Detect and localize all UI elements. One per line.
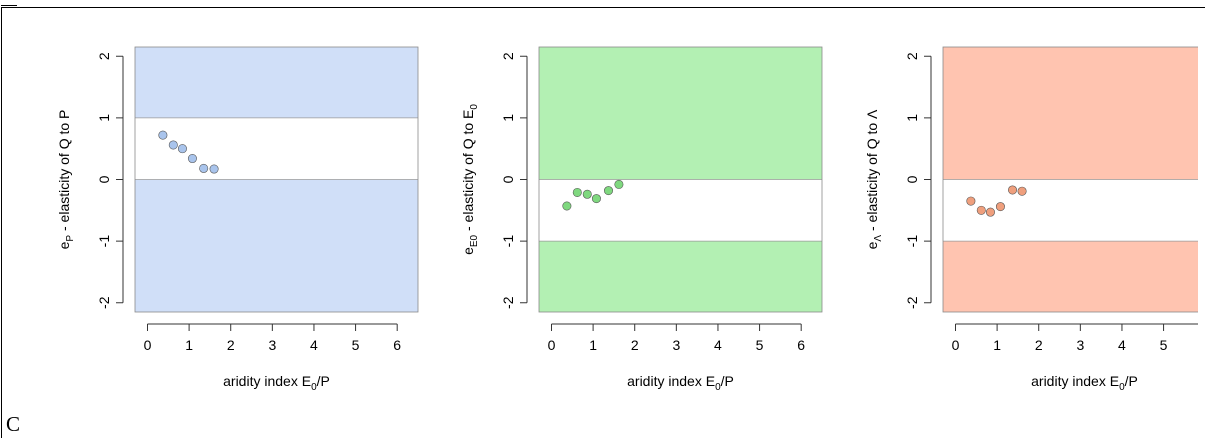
x-tick-label: 0 [548, 337, 556, 353]
y-axis: -2 -1 0 1 2 eE0 - elasticity of Q to E0 [460, 52, 528, 309]
x-tick-label: 1 [589, 337, 597, 353]
plot-border [538, 46, 823, 313]
chart-panel-3: 0 1 2 3 4 5 6 aridity index E0/P -2 -1 0 1 2 eΛ - ela… [864, 46, 1206, 393]
data-point [614, 179, 624, 189]
plot-border [134, 46, 419, 313]
panel-label: C [6, 412, 21, 436]
y-tick-label: -2 [500, 296, 516, 309]
data-point [209, 164, 219, 174]
x-axis-title: aridity index E0/P [223, 373, 330, 393]
y-tick-label: 0 [500, 175, 516, 183]
x-tick-label: 4 [1118, 337, 1126, 353]
data-point [1008, 185, 1018, 195]
plot-border [942, 46, 1198, 313]
x-tick-label: 5 [352, 337, 360, 353]
y-axis-title: eE0 - elasticity of Q to E0 [460, 104, 480, 255]
data-point [199, 163, 209, 173]
data-point [168, 140, 178, 150]
x-tick-label: 2 [631, 337, 639, 353]
y-axis: -2 -1 0 1 2 eΛ - elasticity of Q to Λ [864, 52, 932, 309]
y-tick-label: 2 [96, 52, 112, 60]
data-point [1017, 186, 1027, 196]
y-tick-label: 1 [96, 114, 112, 122]
white-band [539, 179, 822, 242]
data-point [604, 186, 614, 196]
data-points [966, 185, 1027, 217]
y-tick-label: 1 [500, 114, 516, 122]
y-tick-label: -1 [904, 235, 920, 248]
y-tick-label: 0 [96, 175, 112, 183]
white-band [135, 117, 418, 180]
y-tick-label: -2 [904, 296, 920, 309]
data-point [158, 130, 168, 140]
data-point [976, 205, 986, 215]
x-tick-label: 6 [797, 337, 805, 353]
data-point [187, 154, 197, 164]
data-points [562, 179, 624, 211]
y-tick-label: 0 [904, 175, 920, 183]
x-axis: 0 1 2 3 4 5 6 aridity index E0/P [144, 323, 401, 393]
chart-panel-1: 0 1 2 3 4 5 6 aridity index E0/P -2 -1 0 1 2 eP - ela… [56, 46, 419, 393]
y-axis: -2 -1 0 1 2 eP - elasticity of Q to P [56, 52, 124, 309]
x-tick-label: 2 [1035, 337, 1043, 353]
data-point [572, 187, 582, 197]
x-axis-title: aridity index E0/P [627, 373, 734, 393]
x-tick-label: 3 [1076, 337, 1084, 353]
y-tick-label: 2 [904, 52, 920, 60]
data-point [591, 194, 601, 204]
x-axis: 0 1 2 3 4 5 6 aridity index E0/P [548, 323, 805, 393]
y-tick-label: 2 [500, 52, 516, 60]
x-tick-label: 0 [952, 337, 960, 353]
x-tick-label: 4 [310, 337, 318, 353]
frame-top-stub [1, 5, 17, 6]
x-tick-label: 3 [268, 337, 276, 353]
y-axis-title: eΛ - elasticity of Q to Λ [864, 109, 884, 249]
x-axis-title: aridity index E0/P [1031, 373, 1138, 393]
x-tick-label: 1 [185, 337, 193, 353]
y-tick-label: -1 [500, 235, 516, 248]
y-axis-title: eP - elasticity of Q to P [56, 110, 76, 250]
x-tick-label: 1 [993, 337, 1001, 353]
chart-panel-2: 0 1 2 3 4 5 6 aridity index E0/P -2 -1 0 1 2 eE0 - el… [460, 46, 823, 393]
x-tick-label: 6 [1201, 337, 1206, 353]
x-tick-label: 5 [756, 337, 764, 353]
data-point [995, 202, 1005, 212]
x-tick-label: 6 [393, 337, 401, 353]
x-tick-label: 3 [672, 337, 680, 353]
x-tick-label: 2 [227, 337, 235, 353]
data-point [177, 144, 187, 154]
y-tick-label: -2 [96, 296, 112, 309]
x-tick-label: 5 [1160, 337, 1168, 353]
x-axis: 0 1 2 3 4 5 6 aridity index E0/P [952, 323, 1206, 393]
x-tick-label: 4 [714, 337, 722, 353]
data-point [966, 196, 976, 206]
data-point [562, 201, 572, 211]
data-point [582, 189, 592, 199]
data-points [158, 130, 219, 174]
data-point [985, 207, 995, 217]
y-tick-label: 1 [904, 114, 920, 122]
x-tick-label: 0 [144, 337, 152, 353]
y-tick-label: -1 [96, 235, 112, 248]
figure-frame [1, 7, 1205, 438]
